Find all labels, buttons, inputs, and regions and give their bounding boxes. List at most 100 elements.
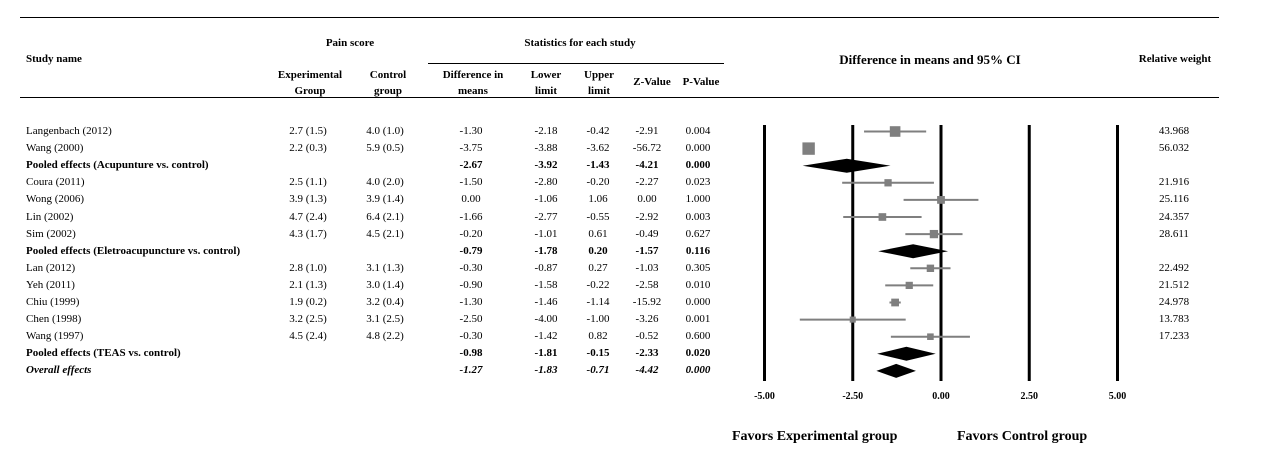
cell-lower: -1.78 [534, 244, 558, 257]
cell-diff: -0.90 [459, 278, 483, 291]
cell-upper: 0.82 [588, 330, 608, 343]
pain-score-header: Pain score [325, 37, 375, 49]
diff-header-2: means [458, 85, 488, 97]
study-name: Overall effects [26, 364, 92, 377]
cell-diff: -3.75 [459, 142, 483, 155]
lower-header-1: Lower [530, 69, 562, 81]
study-name: Lin (2002) [26, 210, 74, 223]
cell-lower: -3.88 [534, 142, 558, 155]
cell-z: -56.72 [632, 142, 662, 155]
cell-exp: 3.9 (1.3) [289, 193, 327, 206]
experimental-header-2: Group [294, 85, 326, 97]
point-estimate [905, 281, 913, 290]
upper-header-1: Upper [584, 69, 614, 81]
cell-upper: 0.20 [588, 244, 608, 257]
x-tick-label: 0.00 [932, 391, 950, 402]
control-header-2: group [374, 85, 402, 97]
cell-upper: -0.42 [586, 125, 610, 137]
study-name: Chen (1998) [26, 313, 82, 326]
cell-diff: 0.00 [461, 193, 481, 206]
lower-header-2: limit [535, 85, 557, 97]
point-estimate [929, 229, 939, 239]
cell-upper: -0.20 [586, 176, 610, 189]
cell-upper: 0.61 [588, 227, 608, 240]
cell-diff: -0.79 [459, 244, 483, 257]
cell-p: 0.000 [685, 142, 711, 155]
cell-z: 0.00 [637, 193, 657, 206]
cell-lower: -1.06 [534, 193, 558, 206]
cell-p: 0.000 [685, 296, 711, 308]
relative-weight-header: Relative weight [1138, 53, 1212, 65]
point-estimate [889, 126, 901, 137]
cell-ctrl: 4.0 (1.0) [366, 125, 404, 137]
favors-control-label: Favors Control group [957, 429, 1088, 444]
study-name: Coura (2011) [26, 176, 85, 189]
cell-diff: -0.30 [459, 261, 483, 274]
cell-lower: -1.46 [534, 296, 558, 308]
cell-upper: 1.06 [588, 193, 608, 206]
cell-upper: -1.14 [586, 296, 610, 308]
cell-exp: 1.9 (0.2) [289, 296, 327, 308]
control-header-1: Control [369, 69, 407, 81]
x-tick-label: 2.50 [1020, 391, 1039, 402]
plot-title: Difference in means and 95% CI [839, 52, 1021, 67]
table-row: Pooled effects (Eletroacupuncture vs. co… [0, 245, 1280, 258]
table-row: Lin (2002) 4.7 (2.4) 6.4 (2.1) -1.66 -2.77 -0… [0, 211, 1280, 224]
cell-ctrl: 3.0 (1.4) [366, 278, 404, 291]
cell-p: 0.020 [685, 347, 711, 360]
study-name: Wong (2006) [26, 193, 85, 206]
cell-z: -1.03 [635, 261, 659, 274]
stats-header-rule [428, 63, 724, 64]
cell-diff: -1.30 [459, 125, 483, 137]
table-row: Chiu (1999) 1.9 (0.2) 3.2 (0.4) -1.30 -1.46 -… [0, 296, 1280, 309]
study-name: Wang (1997) [26, 330, 84, 343]
pooled-diamond [877, 346, 936, 361]
table-row: Wang (1997) 4.5 (2.4) 4.8 (2.2) -0.30 -1.42 0… [0, 330, 1280, 343]
cell-ctrl: 3.1 (2.5) [366, 313, 404, 326]
top-rule [20, 17, 1219, 18]
cell-lower: -2.77 [534, 210, 558, 223]
cell-lower: -1.58 [534, 278, 558, 291]
study-name: Langenbach (2012) [26, 125, 112, 137]
cell-p: 1.000 [685, 193, 711, 206]
cell-upper: -0.55 [586, 210, 610, 223]
point-estimate [849, 316, 856, 323]
study-name: Sim (2002) [26, 227, 76, 240]
cell-lower: -0.87 [534, 261, 558, 274]
table-row: Chen (1998) 3.2 (2.5) 3.1 (2.5) -2.50 -4.00 -… [0, 313, 1280, 326]
table-row: Langenbach (2012) 2.7 (1.5) 4.0 (1.0) -1.30… [0, 125, 1280, 138]
cell-lower: -1.01 [534, 227, 558, 240]
study-name: Pooled effects (Eletroacupuncture vs. co… [26, 244, 241, 257]
z-value-header: Z-Value [633, 76, 671, 88]
experimental-header-1: Experimental [277, 69, 343, 81]
cell-z: -4.21 [635, 159, 659, 172]
cell-z: -0.49 [635, 227, 659, 240]
p-value-header: P-Value [682, 76, 720, 88]
relative-weight-value: 13.783 [1158, 313, 1190, 326]
study-name: Pooled effects (Acupunture vs. control) [26, 159, 209, 172]
cell-ctrl: 5.9 (0.5) [366, 142, 404, 155]
cell-exp: 2.2 (0.3) [289, 142, 327, 155]
point-estimate [891, 298, 899, 307]
cell-exp: 2.1 (1.3) [289, 278, 327, 291]
point-estimate [884, 179, 892, 187]
table-row: Pooled effects (Acupunture vs. control) -… [0, 159, 1280, 172]
table-row: Pooled effects (TEAS vs. control) -0.98 -1… [0, 347, 1280, 360]
cell-z: -2.33 [635, 347, 659, 360]
cell-exp: 4.5 (2.4) [289, 330, 327, 343]
relative-weight-value: 21.512 [1158, 278, 1190, 291]
cell-diff: -1.27 [459, 364, 483, 377]
cell-exp: 2.8 (1.0) [289, 261, 327, 274]
cell-p: 0.627 [685, 227, 711, 240]
cell-diff: -2.50 [459, 313, 483, 326]
relative-weight-value: 43.968 [1158, 125, 1190, 137]
favors-experimental-label: Favors Experimental group [732, 429, 898, 444]
cell-ctrl: 4.8 (2.2) [366, 330, 404, 343]
x-tick-label: 5.00 [1108, 391, 1127, 402]
diff-header-1: Difference in [442, 69, 504, 81]
relative-weight-value: 25.116 [1159, 193, 1189, 206]
cell-z: -0.52 [635, 330, 659, 343]
cell-ctrl: 4.0 (2.0) [366, 176, 404, 189]
cell-lower: -1.42 [534, 330, 558, 343]
cell-upper: -0.71 [586, 364, 610, 377]
